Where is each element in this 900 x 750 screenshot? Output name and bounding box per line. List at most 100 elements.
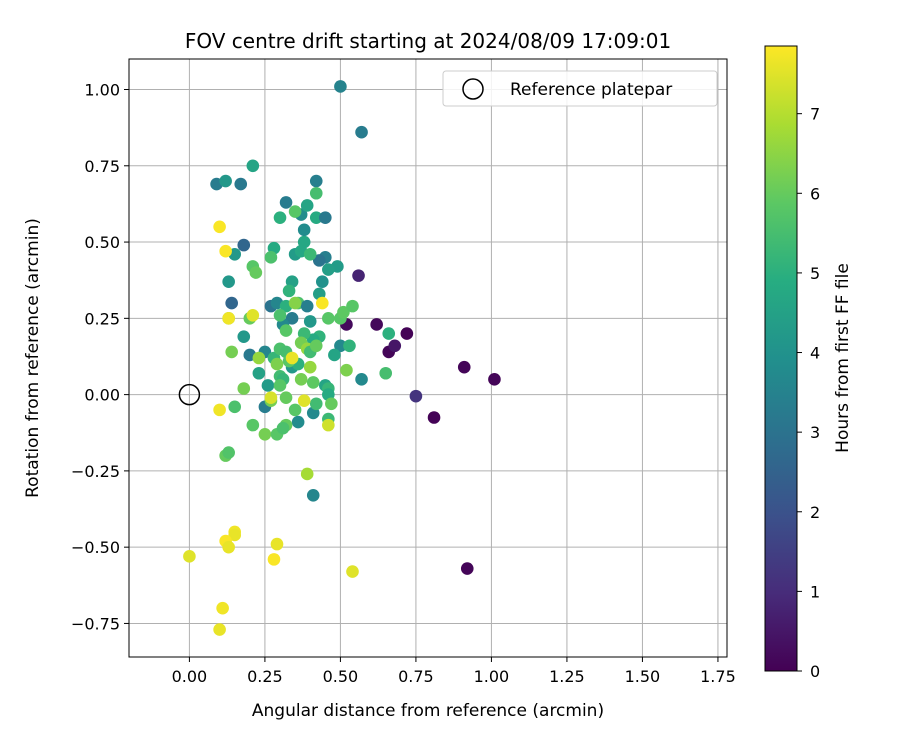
data-point [237,382,251,395]
y-tick-label: 0.50 [84,233,120,252]
data-point [267,553,281,566]
data-point [276,421,290,435]
data-points [183,80,501,636]
data-point [246,308,260,322]
data-point [270,357,284,371]
x-axis-ticks: 0.00 0.25 0.50 0.75 1.00 1.25 1.50 1.75 [172,657,736,686]
colorbar-tick-label: 0 [810,662,820,681]
y-tick-label: 0.75 [84,157,120,176]
chart-title: FOV centre drift starting at 2024/08/09 … [185,29,671,53]
data-point [288,403,302,417]
data-point [279,196,293,209]
data-point [264,391,278,404]
grid-lines [129,59,727,657]
data-point [234,177,248,191]
data-point [322,418,335,432]
data-point [270,537,284,551]
data-point [279,324,293,337]
data-point [322,312,335,325]
data-point [325,397,338,411]
data-point [297,223,311,237]
data-point [246,418,260,432]
colorbar: 0 1 2 3 4 5 6 7 Hours from first FF file [764,45,853,681]
data-point [285,351,299,365]
data-point [355,373,368,386]
data-point [258,427,272,441]
data-point [303,315,317,328]
data-point [343,339,356,353]
data-point [261,379,275,392]
data-point [319,211,332,224]
data-point [288,205,302,218]
data-point [219,174,232,188]
data-point [352,269,365,282]
data-point [460,562,474,575]
reference-platepar-marker [178,383,201,406]
data-point [285,312,299,325]
data-point [222,540,235,554]
data-point [222,275,235,289]
data-point [328,348,341,362]
data-point [222,312,235,325]
data-point [382,327,396,340]
data-point [291,415,305,429]
colorbar-ticks: 0 1 2 3 4 5 6 7 [797,105,820,681]
data-point [213,220,226,234]
data-point [370,318,383,331]
data-point [303,360,317,374]
data-point [219,244,232,258]
data-point [309,211,323,224]
y-tick-label: −0.25 [71,462,120,481]
y-tick-label: 1.00 [84,81,120,100]
data-point [264,251,278,264]
y-axis-label: Rotation from reference (arcmin) [23,218,43,498]
data-point [457,360,471,374]
legend-box [442,70,718,107]
x-tick-label: 1.25 [549,667,585,686]
data-point [273,379,287,392]
data-point [340,363,353,377]
colorbar-tick-label: 5 [810,264,820,283]
legend-label: Reference platepar [510,80,672,100]
data-point [213,403,226,417]
x-tick-label: 0.50 [323,667,359,686]
data-point [334,339,347,353]
data-point [427,411,441,424]
y-tick-label: 0.25 [84,309,120,328]
x-tick-label: 0.75 [398,667,434,686]
plot-frame [128,58,728,658]
data-point [273,308,287,322]
data-point [252,366,266,380]
data-point [400,327,414,340]
data-point [309,339,323,353]
data-point [237,238,251,252]
data-point [252,351,266,365]
x-axis-label: Angular distance from reference (arcmin) [252,701,604,721]
colorbar-tick-label: 1 [810,582,820,601]
x-tick-label: 0.25 [247,667,283,686]
data-point [322,263,335,276]
data-point [213,623,226,636]
data-point [355,125,368,139]
data-point [300,199,314,212]
data-point [315,296,329,310]
y-tick-label: −0.75 [71,614,120,633]
data-point [312,254,326,267]
data-point [249,266,263,279]
x-tick-label: 1.75 [700,667,736,686]
data-point [303,247,317,261]
colorbar-tick-label: 6 [810,184,820,203]
data-point [300,467,314,481]
data-point [334,80,347,93]
colorbar-tick-label: 3 [810,423,820,442]
data-point [388,339,402,353]
data-point [300,299,314,313]
y-tick-label: 0.00 [84,386,120,405]
data-point [228,400,242,414]
data-point [228,528,242,542]
colorbar-tick-label: 7 [810,105,820,124]
colorbar-label: Hours from first FF file [833,263,853,453]
data-point [409,389,423,403]
data-point [297,394,311,408]
